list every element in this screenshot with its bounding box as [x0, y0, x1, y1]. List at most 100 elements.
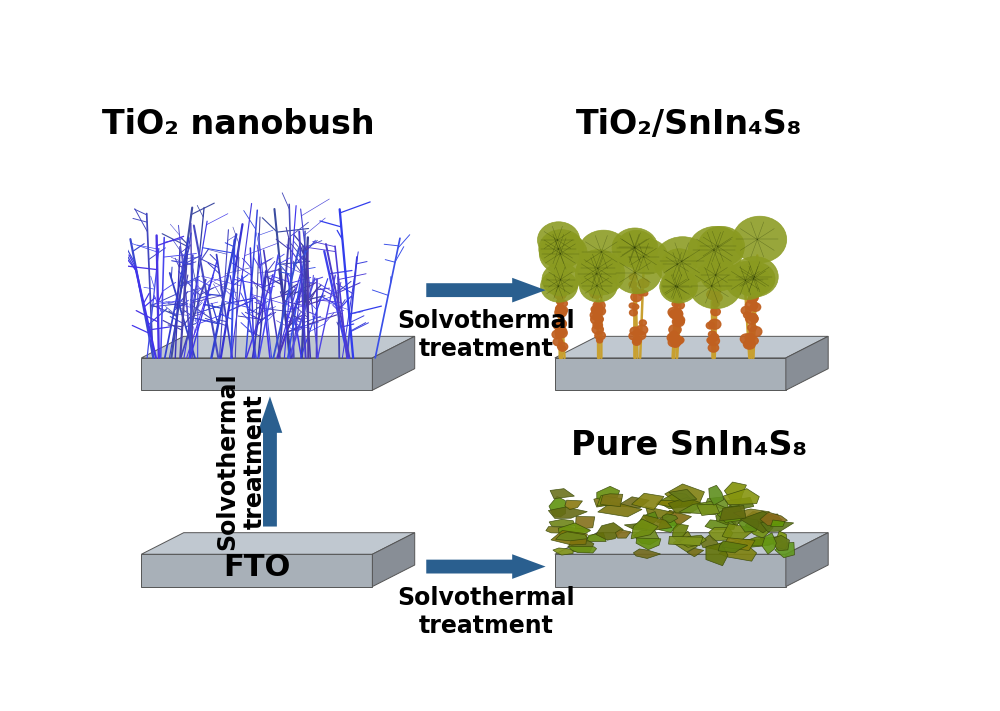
Polygon shape: [719, 543, 757, 561]
Polygon shape: [669, 489, 697, 502]
Ellipse shape: [698, 226, 745, 267]
Ellipse shape: [700, 259, 737, 291]
Ellipse shape: [557, 305, 563, 310]
Polygon shape: [662, 514, 678, 523]
Ellipse shape: [554, 319, 566, 329]
Ellipse shape: [632, 304, 639, 309]
Polygon shape: [701, 535, 717, 550]
Ellipse shape: [749, 294, 758, 301]
Ellipse shape: [617, 230, 656, 264]
Ellipse shape: [541, 270, 578, 302]
Ellipse shape: [654, 237, 711, 286]
Ellipse shape: [733, 216, 787, 263]
Polygon shape: [600, 493, 623, 507]
Polygon shape: [724, 482, 746, 506]
Ellipse shape: [669, 333, 679, 341]
Ellipse shape: [555, 326, 567, 336]
Polygon shape: [553, 548, 573, 555]
Polygon shape: [658, 493, 693, 508]
Polygon shape: [657, 510, 692, 526]
Ellipse shape: [634, 330, 640, 336]
Polygon shape: [372, 533, 415, 587]
Polygon shape: [565, 500, 582, 510]
Polygon shape: [555, 533, 828, 555]
Ellipse shape: [593, 301, 605, 311]
Ellipse shape: [669, 310, 680, 319]
Text: FTO: FTO: [223, 553, 291, 582]
Polygon shape: [546, 527, 590, 533]
Polygon shape: [710, 542, 746, 552]
Ellipse shape: [725, 261, 770, 299]
Ellipse shape: [553, 320, 565, 330]
Ellipse shape: [593, 321, 602, 329]
Ellipse shape: [689, 263, 742, 309]
Ellipse shape: [748, 314, 757, 321]
Ellipse shape: [595, 306, 605, 316]
Ellipse shape: [674, 315, 682, 321]
Ellipse shape: [749, 294, 758, 302]
Ellipse shape: [629, 303, 636, 309]
Polygon shape: [771, 520, 785, 527]
Polygon shape: [775, 531, 787, 550]
Ellipse shape: [556, 304, 565, 312]
Ellipse shape: [555, 308, 567, 317]
Ellipse shape: [676, 337, 684, 343]
Ellipse shape: [708, 336, 719, 346]
Ellipse shape: [559, 306, 568, 314]
Ellipse shape: [752, 269, 760, 277]
Polygon shape: [569, 538, 594, 552]
Ellipse shape: [591, 306, 599, 313]
Ellipse shape: [578, 230, 629, 274]
Text: Solvothermal
treatment: Solvothermal treatment: [397, 309, 575, 361]
Polygon shape: [722, 523, 756, 542]
Text: Solvothermal
treatment: Solvothermal treatment: [397, 586, 575, 638]
Ellipse shape: [633, 338, 641, 346]
Polygon shape: [773, 535, 789, 551]
Polygon shape: [568, 546, 597, 553]
Ellipse shape: [711, 287, 721, 295]
Ellipse shape: [556, 311, 564, 318]
Polygon shape: [706, 543, 728, 566]
Ellipse shape: [710, 333, 719, 341]
Ellipse shape: [575, 252, 625, 295]
Ellipse shape: [595, 316, 603, 323]
Ellipse shape: [672, 317, 684, 326]
Ellipse shape: [671, 336, 683, 346]
Ellipse shape: [740, 334, 753, 344]
Ellipse shape: [592, 325, 603, 334]
Ellipse shape: [670, 309, 683, 319]
Ellipse shape: [537, 222, 580, 258]
Ellipse shape: [674, 291, 685, 300]
Polygon shape: [636, 538, 661, 550]
Polygon shape: [587, 533, 606, 542]
Ellipse shape: [661, 271, 696, 301]
Ellipse shape: [552, 330, 563, 338]
Ellipse shape: [612, 228, 658, 267]
Polygon shape: [760, 537, 783, 545]
Ellipse shape: [749, 326, 762, 337]
Ellipse shape: [559, 346, 566, 351]
Ellipse shape: [629, 332, 639, 340]
Polygon shape: [575, 516, 595, 530]
Ellipse shape: [639, 320, 646, 326]
Ellipse shape: [631, 292, 642, 301]
Ellipse shape: [554, 289, 566, 299]
Ellipse shape: [711, 308, 720, 316]
Polygon shape: [725, 498, 754, 510]
Ellipse shape: [706, 279, 717, 287]
Ellipse shape: [671, 331, 677, 336]
Ellipse shape: [712, 301, 719, 306]
Polygon shape: [556, 532, 588, 541]
Ellipse shape: [660, 270, 698, 303]
Ellipse shape: [539, 230, 584, 269]
Polygon shape: [722, 538, 755, 550]
Ellipse shape: [708, 343, 719, 352]
Ellipse shape: [715, 284, 721, 290]
Ellipse shape: [559, 282, 565, 287]
Polygon shape: [723, 488, 759, 505]
Ellipse shape: [668, 338, 678, 347]
Polygon shape: [632, 493, 664, 510]
Ellipse shape: [555, 328, 567, 338]
Ellipse shape: [630, 309, 637, 316]
Ellipse shape: [597, 338, 603, 343]
